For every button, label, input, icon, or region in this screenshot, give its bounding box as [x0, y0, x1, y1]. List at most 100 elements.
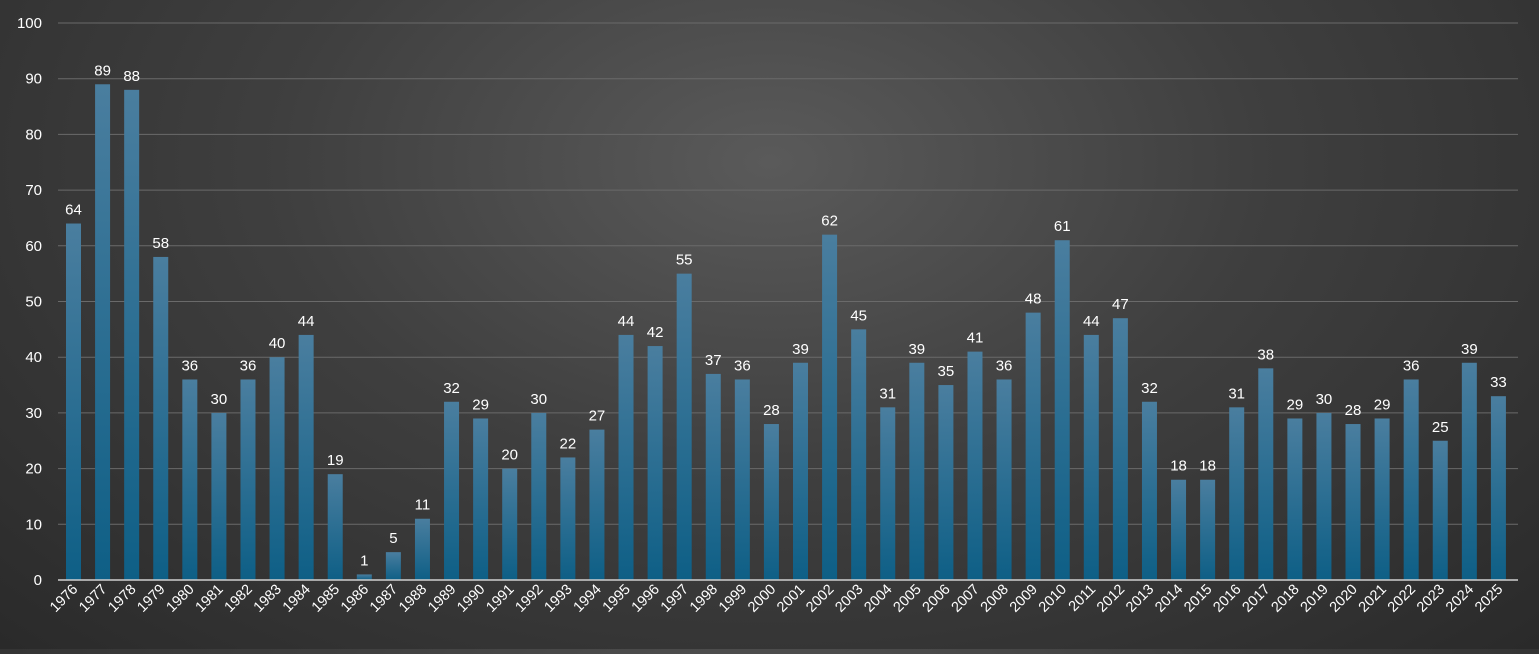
data-label: 36: [734, 357, 751, 374]
data-label: 30: [1316, 391, 1333, 408]
data-label: 31: [1228, 385, 1245, 402]
bar: [269, 357, 285, 580]
data-label: 39: [908, 341, 925, 358]
bar: [1461, 362, 1477, 580]
x-tick-label: 2006: [920, 582, 954, 616]
x-tick-label: 2021: [1356, 582, 1390, 616]
bar: [414, 518, 430, 580]
data-label: 44: [298, 313, 315, 330]
bar: [996, 379, 1012, 580]
bar: [1083, 334, 1099, 580]
bar: [1200, 479, 1216, 580]
y-tick-label: 60: [25, 238, 42, 255]
x-tick-label: 1983: [251, 582, 285, 616]
bar: [385, 552, 401, 580]
bar: [502, 468, 518, 580]
bar: [793, 362, 808, 580]
bar: [589, 429, 605, 580]
bar: [327, 474, 343, 580]
data-label: 11: [415, 497, 431, 514]
data-label: 33: [1490, 374, 1507, 391]
data-label: 41: [967, 330, 984, 347]
data-label: 29: [1287, 396, 1304, 413]
data-label: 37: [705, 352, 722, 369]
x-tick-label: 2007: [949, 582, 983, 616]
y-tick-label: 80: [25, 126, 42, 143]
x-tick-label: 2012: [1094, 582, 1128, 616]
y-tick-label: 100: [17, 15, 42, 32]
x-tick-label: 1985: [309, 582, 343, 616]
data-label: 55: [676, 252, 693, 269]
bar: [1025, 312, 1041, 580]
x-tick-label: 1989: [425, 582, 459, 616]
data-label: 18: [1199, 458, 1216, 475]
bar: [734, 379, 750, 580]
data-label: 44: [618, 313, 635, 330]
bar: [1345, 424, 1361, 580]
data-label: 31: [879, 385, 896, 402]
y-axis-ticks: 0 10 20 30 40 50 60 70 80 90 100: [17, 15, 42, 589]
x-tick-label: 2014: [1152, 582, 1186, 616]
bar: [1432, 440, 1448, 580]
data-label: 36: [996, 357, 1013, 374]
data-label: 32: [1141, 380, 1158, 397]
data-label: 88: [123, 68, 140, 85]
bar: [1112, 318, 1128, 580]
x-tick-label: 2004: [861, 582, 895, 616]
bar: [1490, 396, 1506, 580]
x-tick-label: 2025: [1472, 582, 1506, 616]
data-label: 1: [360, 552, 368, 569]
y-tick-label: 20: [25, 461, 42, 478]
x-tick-label: 1991: [483, 582, 517, 616]
data-label: 29: [1374, 396, 1391, 413]
data-label: 28: [763, 402, 780, 419]
bar: [444, 401, 460, 580]
data-label: 36: [1403, 357, 1420, 374]
x-tick-label: 1982: [222, 582, 256, 616]
bar: [618, 334, 634, 580]
x-tick-label: 1986: [338, 582, 372, 616]
bar: [1171, 479, 1187, 580]
x-tick-label: 2003: [832, 582, 866, 616]
x-tick-label: 2008: [978, 582, 1012, 616]
data-label: 19: [327, 452, 344, 469]
x-tick-label: 1980: [164, 582, 198, 616]
bar: [66, 223, 81, 580]
x-tick-label: 1998: [687, 582, 721, 616]
x-tick-label: 1992: [512, 582, 546, 616]
x-tick-label: 2018: [1269, 582, 1303, 616]
y-tick-label: 40: [25, 349, 42, 366]
data-label: 36: [240, 357, 257, 374]
x-tick-label: 1987: [367, 582, 401, 616]
x-tick-label: 2002: [803, 582, 837, 616]
data-label: 30: [211, 391, 228, 408]
x-tick-label: 1976: [47, 582, 81, 616]
bar: [1316, 412, 1332, 580]
x-tick-label: 1979: [134, 582, 168, 616]
bar: [763, 424, 779, 580]
x-tick-label: 1990: [454, 582, 488, 616]
data-label: 29: [472, 396, 489, 413]
x-tick-label: 2005: [891, 582, 925, 616]
x-tick-label: 2017: [1239, 582, 1273, 616]
y-tick-label: 50: [25, 294, 42, 311]
x-tick-label: 2015: [1181, 582, 1215, 616]
bar: [822, 234, 838, 580]
data-label: 89: [94, 62, 111, 79]
data-label: 5: [389, 530, 397, 547]
x-tick-label: 1988: [396, 582, 430, 616]
x-tick-label: 1977: [76, 582, 110, 616]
x-tick-label: 1999: [716, 582, 750, 616]
bar: [1229, 407, 1245, 580]
bar: [153, 256, 169, 580]
x-tick-label: 1996: [629, 582, 663, 616]
bar: [851, 329, 867, 580]
x-tick-label: 1997: [658, 582, 692, 616]
data-label: 35: [938, 363, 955, 380]
bar: [356, 574, 372, 580]
x-tick-label: 2000: [745, 582, 779, 616]
bar: [909, 362, 925, 580]
